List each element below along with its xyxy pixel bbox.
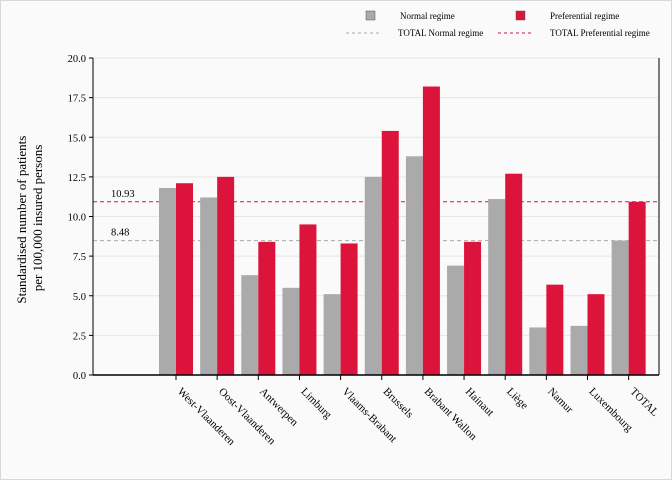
bar-normal <box>447 265 465 375</box>
bar-preferential <box>217 176 235 375</box>
x-tick-label: Antwerpen <box>257 386 300 429</box>
y-tick-label: 12.5 <box>68 173 86 184</box>
bar-preferential <box>299 224 317 375</box>
y-tick-label: 15.0 <box>68 133 86 144</box>
bar-normal <box>611 240 629 375</box>
y-tick-label: 0.0 <box>73 371 86 382</box>
x-tick-label: Limburg <box>298 386 334 422</box>
bar-normal <box>241 275 259 375</box>
legend-normal-regime-swatch <box>365 10 376 21</box>
bar-normal <box>200 197 218 375</box>
y-tick-label: 7.5 <box>73 252 86 263</box>
bar-preferential <box>464 241 482 375</box>
y-tick-label: 5.0 <box>73 292 86 303</box>
bar-preferential <box>422 86 440 375</box>
y-ticks: 0.0 2.5 5.0 7.5 10.0 12.5 15.0 17.5 20.0 <box>68 54 93 382</box>
x-tick-label: Brussels <box>381 386 416 421</box>
reference-line-label: 10.93 <box>111 189 135 200</box>
bar-normal <box>570 325 588 375</box>
y-tick-label: 20.0 <box>68 54 86 65</box>
legend-preferential-regime-label: Preferential regime <box>550 11 619 21</box>
legend: Normal regime Preferential regime TOTAL No… <box>346 10 650 38</box>
legend-total-normal-regime-label: TOTAL Normal regime <box>398 28 483 38</box>
bar-preferential <box>381 130 399 375</box>
bar-preferential <box>587 294 605 375</box>
x-tick-label: Namur <box>545 386 575 416</box>
bar-normal <box>529 327 547 375</box>
bar-preferential <box>258 241 276 375</box>
x-tick-label: Hainaut <box>463 386 496 419</box>
bar-normal <box>405 156 423 375</box>
bar-preferential <box>340 243 358 375</box>
legend-preferential-regime-swatch <box>515 10 526 21</box>
bar-preferential <box>628 201 646 375</box>
x-tick-label: TOTAL <box>628 386 661 419</box>
bar-normal <box>282 287 300 375</box>
bar-preferential <box>176 183 193 375</box>
bar-preferential <box>505 173 523 375</box>
legend-total-preferential-regime-label: TOTAL Preferential regime <box>550 28 650 38</box>
bar-normal <box>488 199 506 375</box>
y-tick-label: 17.5 <box>68 94 86 105</box>
y-axis-title: Standardised number of patients per 100,… <box>14 132 45 303</box>
x-tick-label: Liège <box>504 386 530 412</box>
legend-normal-regime-label: Normal regime <box>400 11 455 21</box>
bar-normal <box>159 187 176 375</box>
y-axis-title-line1: Standardised number of patients <box>14 136 29 304</box>
reference-line-label: 8.48 <box>111 228 129 239</box>
bars <box>159 86 646 375</box>
y-tick-label: 2.5 <box>73 331 86 342</box>
x-ticks: West-VlaanderenOost-VlaanderenAntwerpenL… <box>175 375 661 448</box>
bar-normal <box>364 176 382 375</box>
bar-preferential <box>546 284 564 375</box>
y-axis-title-line2: per 100,000 insured persons <box>30 145 45 292</box>
bar-normal <box>323 294 341 375</box>
y-tick-label: 10.0 <box>68 213 86 224</box>
